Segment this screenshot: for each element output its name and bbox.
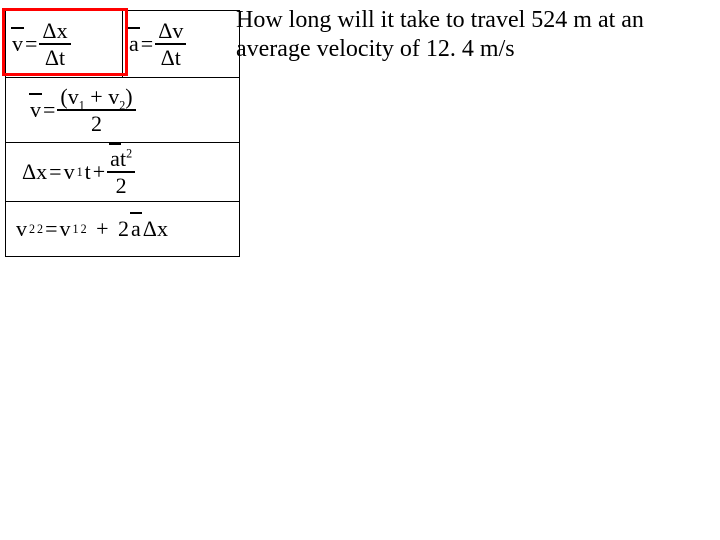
equals-sign: = bbox=[43, 97, 55, 123]
lparen: ( bbox=[60, 84, 67, 109]
fraction-dx-dt: Δx Δt bbox=[39, 19, 70, 69]
fraction-dv-dt: Δv Δt bbox=[155, 19, 186, 69]
abar-symbol: a bbox=[110, 147, 120, 170]
table-row: v = Δx Δt a = Δv Δt bbox=[6, 11, 240, 78]
numerator: Δx bbox=[39, 19, 70, 42]
table-row: v = (v1 + v2) 2 bbox=[6, 78, 240, 143]
abar-symbol: a bbox=[131, 216, 141, 242]
eq-v2sq: v22 = v12 + 2aΔx bbox=[16, 216, 168, 242]
equals-sign: = bbox=[141, 31, 153, 57]
sup-2: 2 bbox=[126, 147, 132, 161]
eq-vbar-avg: v = (v1 + v2) 2 bbox=[30, 85, 136, 135]
v-symbol: v bbox=[16, 216, 27, 242]
cell-vbar-dx-dt: v = Δx Δt bbox=[6, 11, 123, 78]
denominator: Δt bbox=[42, 46, 68, 69]
denominator: 2 bbox=[113, 174, 130, 197]
numerator: Δv bbox=[155, 19, 186, 42]
numerator: at2 bbox=[107, 147, 135, 170]
cell-abar-dv-dt: a = Δv Δt bbox=[123, 11, 240, 78]
cell-dx-v1t-half-at2: Δx = v1t + at2 2 bbox=[6, 143, 240, 202]
denominator: 2 bbox=[88, 112, 105, 135]
v-symbol: v bbox=[60, 216, 71, 242]
cell-v2sq: v22 = v12 + 2aΔx bbox=[6, 202, 240, 257]
abar-symbol: a bbox=[129, 31, 139, 57]
denominator: Δt bbox=[158, 46, 184, 69]
cell-vbar-avg: v = (v1 + v2) 2 bbox=[6, 78, 240, 143]
fraction-v1v2-2: (v1 + v2) 2 bbox=[57, 85, 135, 135]
equals-sign: = bbox=[45, 216, 57, 242]
question-text: How long will it take to travel 524 m at… bbox=[236, 6, 644, 64]
two-symbol: 2 bbox=[118, 216, 129, 242]
t-symbol: t bbox=[85, 159, 91, 185]
v-symbol: v bbox=[68, 84, 79, 109]
slide: v = Δx Δt a = Δv Δt bbox=[0, 0, 720, 540]
dx-symbol: Δx bbox=[143, 216, 168, 242]
eq-vbar-dx-dt: v = Δx Δt bbox=[12, 19, 71, 69]
table-row: Δx = v1t + at2 2 bbox=[6, 143, 240, 202]
fraction-at2-2: at2 2 bbox=[107, 147, 135, 197]
table-row: v22 = v12 + 2aΔx bbox=[6, 202, 240, 257]
plus-sign: + bbox=[96, 216, 108, 242]
equals-sign: = bbox=[49, 159, 61, 185]
eq-abar-dv-dt: a = Δv Δt bbox=[129, 19, 186, 69]
kinematics-formula-table: v = Δx Δt a = Δv Δt bbox=[5, 10, 240, 257]
question-line-2: average velocity of 12. 4 m/s bbox=[236, 35, 644, 64]
plus-sign: + bbox=[90, 84, 102, 109]
numerator: (v1 + v2) bbox=[57, 85, 135, 108]
vbar-symbol: v bbox=[12, 31, 23, 57]
eq-dx-v1t: Δx = v1t + at2 2 bbox=[22, 147, 135, 197]
rparen: ) bbox=[125, 84, 132, 109]
equals-sign: = bbox=[25, 31, 37, 57]
v-symbol: v bbox=[108, 84, 119, 109]
vbar-symbol: v bbox=[30, 97, 41, 123]
v-symbol: v bbox=[64, 159, 75, 185]
dx-symbol: Δx bbox=[22, 159, 47, 185]
plus-sign: + bbox=[93, 159, 105, 185]
question-line-1: How long will it take to travel 524 m at… bbox=[236, 6, 644, 35]
